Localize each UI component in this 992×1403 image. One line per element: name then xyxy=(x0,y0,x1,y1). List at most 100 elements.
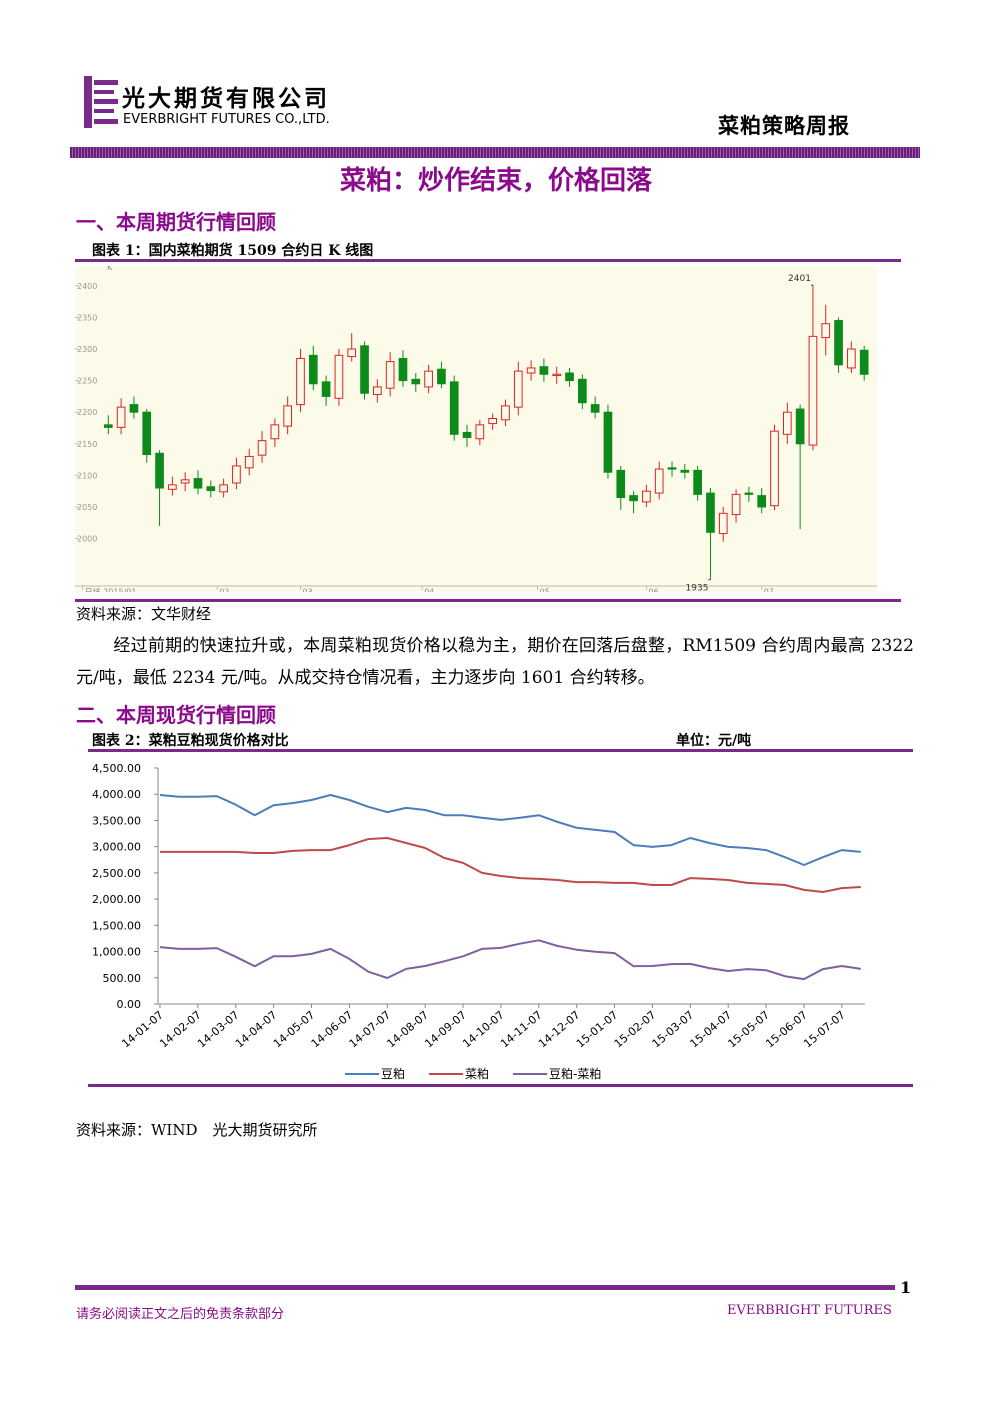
legend-label: 菜粕 xyxy=(465,1066,489,1081)
annotation: 2401 xyxy=(788,274,811,284)
candle-body xyxy=(501,405,510,421)
y-tick-label: 3,500.00 xyxy=(92,814,141,827)
x-tick-label: 15-04-07 xyxy=(688,1008,735,1050)
candle-body xyxy=(308,354,318,385)
candle-body xyxy=(321,381,331,397)
unit-label: 单位：元/吨 xyxy=(676,733,752,749)
candle-body xyxy=(565,372,574,382)
figure-caption: 图表 1：国内菜粕期货 1509 合约日 K 线图 xyxy=(92,243,374,259)
x-tick-label: 14-01-07 xyxy=(119,1008,166,1050)
x-tick-label: 03 xyxy=(302,588,312,592)
candle-body xyxy=(757,495,767,508)
candle-body xyxy=(270,424,280,440)
candle-body xyxy=(373,386,382,396)
y-tick-label: 2200 xyxy=(77,408,97,417)
y-axis-label: K xyxy=(107,266,113,272)
candle-body xyxy=(744,492,754,495)
candle-body xyxy=(795,408,805,445)
legend-label: 豆粕-菜粕 xyxy=(549,1066,601,1081)
candle-body xyxy=(334,354,344,399)
chart-rule xyxy=(88,1084,913,1087)
candle-body xyxy=(103,424,113,428)
x-tick-label: 14-11-07 xyxy=(498,1008,545,1050)
paragraph: 经过前期的快速拉升或，本周菜粕现货价格以稳为主，期价在回落后盘整，RM1509 … xyxy=(76,636,914,688)
x-tick-label: 06 xyxy=(648,588,658,592)
x-tick-label: 15-05-07 xyxy=(725,1008,772,1050)
candle-body xyxy=(847,348,856,369)
candle-body xyxy=(232,465,241,484)
candle-body xyxy=(360,345,369,394)
y-tick-label: 1,500.00 xyxy=(92,919,141,932)
candle-body xyxy=(437,368,446,385)
y-tick-label: 2,000.00 xyxy=(92,893,141,906)
candle-body xyxy=(385,361,395,389)
y-tick-label: 2350 xyxy=(77,313,97,322)
caption-rule xyxy=(75,259,901,262)
x-tick-label: 14-09-07 xyxy=(422,1008,469,1050)
y-tick-label: 0.00 xyxy=(117,998,142,1011)
x-tick-label: 14-10-07 xyxy=(460,1008,507,1050)
x-tick-label: 15-01-07 xyxy=(574,1008,621,1050)
candle-body xyxy=(731,493,741,516)
logo xyxy=(84,76,118,128)
candle-body xyxy=(808,335,818,446)
y-tick-label: 2300 xyxy=(77,345,97,354)
candle-body xyxy=(155,452,164,489)
main-title: 菜粕：炒作结束，价格回落 xyxy=(339,166,652,196)
candle-body xyxy=(398,357,408,382)
y-tick-label: 2000 xyxy=(77,535,97,544)
x-tick-label: 07 xyxy=(764,588,774,592)
header-bar xyxy=(70,147,920,158)
caption-rule xyxy=(88,749,913,752)
candle-body xyxy=(693,469,702,495)
candle-body xyxy=(603,411,613,473)
page-number: 1 xyxy=(900,1278,912,1297)
report-name: 菜粕策略周报 xyxy=(718,113,850,138)
chart-rule xyxy=(75,599,901,602)
candle-body xyxy=(859,349,869,375)
figure-caption: 图表 2：菜粕豆粕现货价格对比 xyxy=(92,733,289,749)
company-cn: 光大期货有限公司 xyxy=(122,85,330,112)
x-tick-label: 14-12-07 xyxy=(536,1008,583,1050)
disclaimer: 请务必阅读正文之后的免责条款部分 xyxy=(76,1307,285,1322)
x-tick-label: 14-04-07 xyxy=(233,1008,280,1050)
candle-body xyxy=(449,381,459,435)
candle-body xyxy=(424,370,433,388)
y-tick-label: 2100 xyxy=(77,471,97,480)
y-tick-label: 2150 xyxy=(77,440,97,449)
series-line xyxy=(160,837,861,893)
x-tick-label: 15-06-07 xyxy=(763,1008,810,1050)
candle-body xyxy=(475,424,485,440)
x-tick-label: 02 xyxy=(219,588,229,592)
candle-body xyxy=(129,404,139,413)
candle-body xyxy=(526,367,536,374)
y-tick-label: 2400 xyxy=(77,282,97,291)
candle-body xyxy=(142,411,152,456)
candle-body xyxy=(257,440,267,456)
source-note: 资料来源：WIND 光大期货研究所 xyxy=(76,1121,318,1139)
candle-body xyxy=(667,467,677,470)
source-note: 资料来源：文华财经 xyxy=(76,605,212,623)
candle-body xyxy=(539,366,549,375)
candle-body xyxy=(116,406,126,428)
candlestick-chart: K 2000 2050 2100 2150 2200 2250 2300 2350 2400 日线 … xyxy=(75,266,877,592)
company-en: EVERBRIGHT FUTURES CO.,LTD. xyxy=(123,112,330,127)
candle-body xyxy=(513,370,523,408)
y-tick-label: 4,500.00 xyxy=(92,762,141,775)
x-tick-label: 14-07-07 xyxy=(347,1008,394,1050)
candle-body xyxy=(168,484,177,490)
x-tick-label: 14-02-07 xyxy=(157,1008,204,1050)
candle-body xyxy=(206,486,216,492)
brand: EVERBRIGHT FUTURES xyxy=(727,1303,892,1318)
candle-body xyxy=(411,378,421,385)
candle-body xyxy=(616,469,626,499)
candle-body xyxy=(642,490,651,503)
series-line xyxy=(159,939,861,981)
y-tick-label: 2250 xyxy=(77,377,97,386)
x-tick-label: 14-08-07 xyxy=(384,1008,431,1050)
candle-body xyxy=(718,512,728,535)
line-chart: 0.00 500.00 1,000.00 1,500.00 2,000.00 2,500.… xyxy=(92,762,865,1081)
y-tick-label: 2050 xyxy=(77,503,97,512)
x-tick-label: 14-06-07 xyxy=(309,1008,356,1050)
